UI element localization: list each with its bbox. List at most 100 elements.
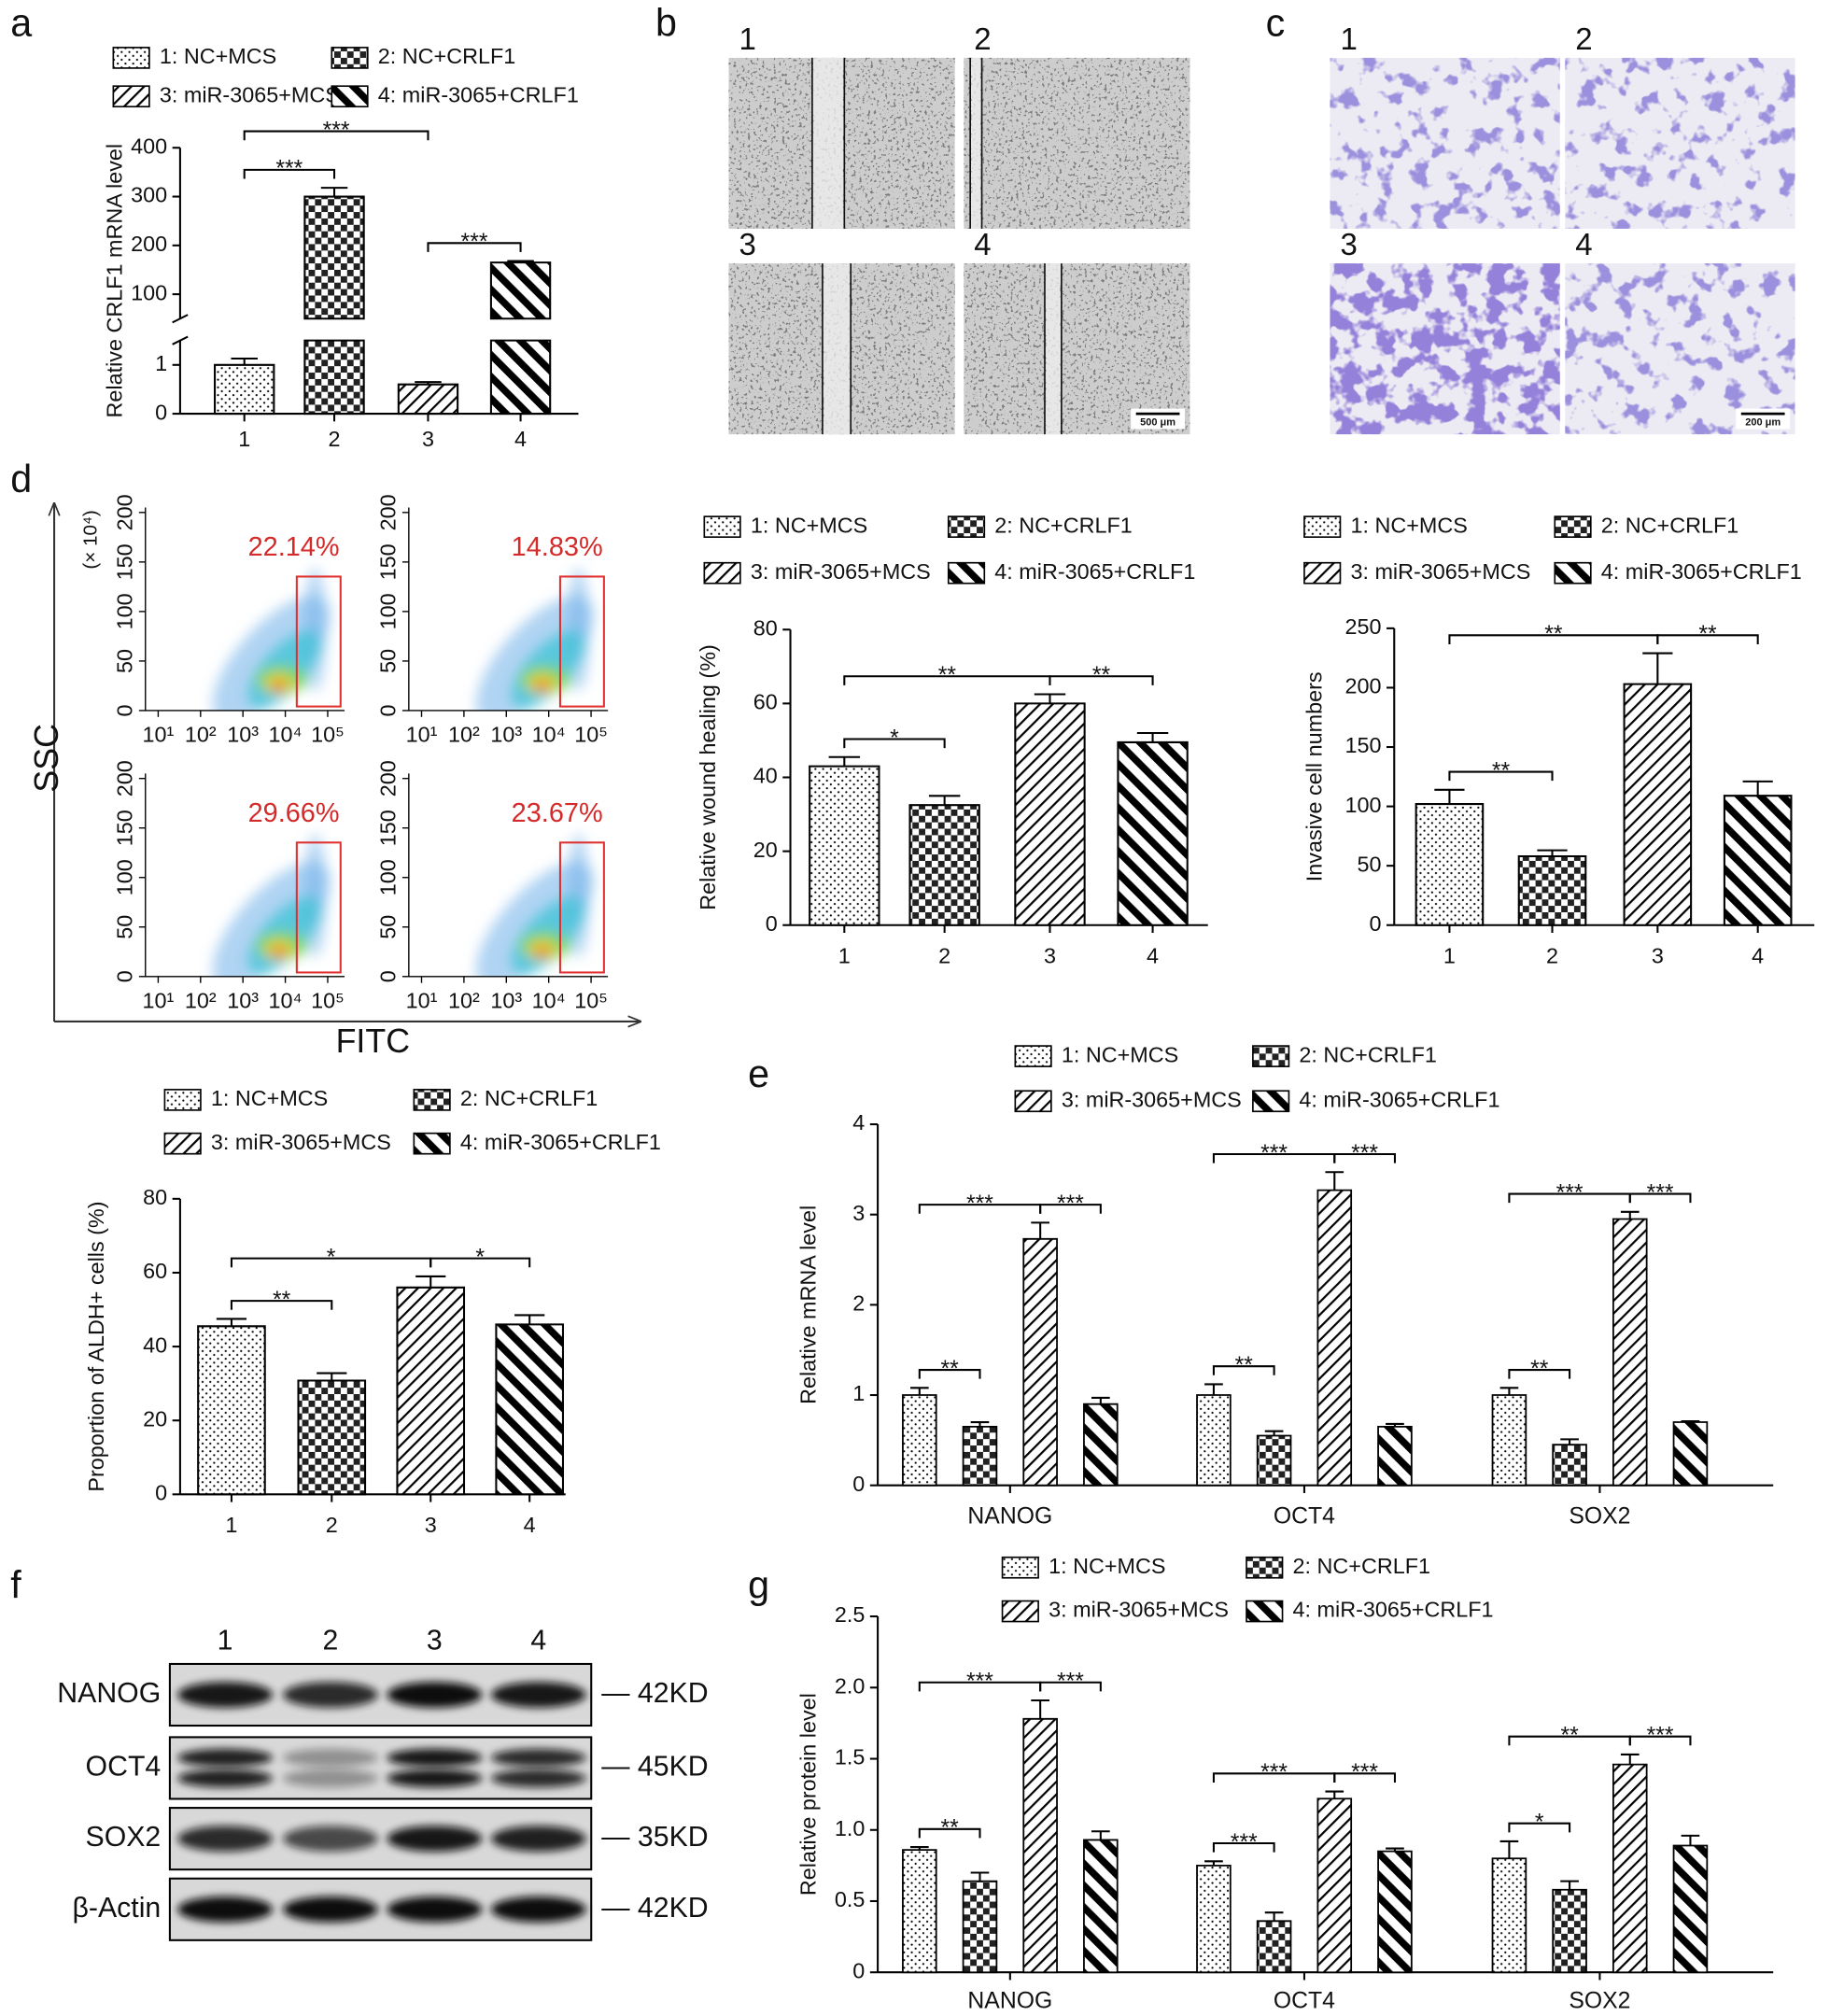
y-tick-label: 400 <box>131 134 167 158</box>
x-tick-label: 10² <box>185 988 217 1012</box>
x-tick-label: 3 <box>1652 943 1664 967</box>
y-tick-label: 0 <box>155 1481 167 1505</box>
legend-label: 3: miR-3065+MCS <box>211 1130 391 1154</box>
significance-bracket <box>1212 1772 1336 1783</box>
error-bar <box>1031 1221 1050 1239</box>
x-tick-label: 10² <box>448 988 480 1012</box>
y-axis-label: Proportion of ALDH+ cells (%) <box>84 1202 108 1492</box>
blot-band <box>490 1682 586 1708</box>
error-bar <box>216 1318 247 1327</box>
legend-label: 3: miR-3065+MCS <box>1062 1087 1242 1111</box>
legend-label: 3: miR-3065+MCS <box>1350 559 1530 584</box>
error-bar <box>1434 788 1465 805</box>
blot-band <box>177 1896 273 1923</box>
legend-swatch <box>331 85 369 108</box>
x-tick-label: 10⁵ <box>574 723 608 747</box>
error-bar <box>828 755 861 767</box>
significance-label: *** <box>461 230 488 255</box>
error-bar <box>1264 1911 1284 1922</box>
blot-band <box>490 1748 586 1768</box>
legend-swatch <box>1246 1556 1284 1579</box>
y-tick-label: 3 <box>852 1201 865 1225</box>
bar <box>1022 1237 1058 1487</box>
bar <box>809 765 880 926</box>
significance-bracket <box>843 675 1051 685</box>
tile-label: 2 <box>1575 21 1592 56</box>
y-axis-label: Relative mRNA level <box>795 1205 820 1404</box>
error-bar <box>317 1372 347 1381</box>
legend-swatch <box>703 561 741 585</box>
significance-bracket <box>1212 1365 1275 1375</box>
tile-label: 1 <box>1340 21 1357 56</box>
x-tick-label: OCT4 <box>1274 1988 1335 2013</box>
x-tick-label: SOX2 <box>1569 1504 1630 1530</box>
blot-row-label: NANOG <box>57 1678 161 1709</box>
blot-band <box>490 1826 586 1852</box>
legend-label: 2: NC+CRLF1 <box>1299 1042 1436 1066</box>
texture <box>964 263 1190 435</box>
x-tick-label: 2 <box>329 427 341 451</box>
y-tick-label: 200 <box>375 760 400 797</box>
bar <box>1612 1218 1648 1487</box>
y-tick-label: 0 <box>112 970 136 982</box>
legend-swatch <box>413 1089 451 1111</box>
y-tick-label: 100 <box>375 859 400 895</box>
y-tick-label: 50 <box>375 649 400 673</box>
legend-label: 4: miR-3065+CRLF1 <box>994 559 1195 584</box>
error-bar <box>1499 1387 1519 1396</box>
gate <box>558 575 605 708</box>
y-tick-label: 100 <box>112 859 136 895</box>
lane-label: 1 <box>218 1626 233 1657</box>
significance-bracket <box>918 1369 981 1379</box>
y-axis-label: Relative CRLF1 mRNA level <box>102 144 126 418</box>
error-bar <box>970 1420 990 1427</box>
legend-label: 1: NC+MCS <box>1062 1042 1178 1066</box>
legend-label: 4: miR-3065+CRLF1 <box>378 82 579 106</box>
blot-size-label: — 35KD <box>601 1822 708 1853</box>
blot-row-label: β-Actin <box>72 1893 161 1924</box>
scratch-edge <box>822 263 852 435</box>
legend-label: 1: NC+MCS <box>160 44 276 68</box>
x-tick-label: 10³ <box>227 988 259 1012</box>
legend-label: 3: miR-3065+MCS <box>1049 1598 1229 1622</box>
bar <box>1415 803 1485 926</box>
gate <box>558 841 605 974</box>
x-tick-label: 4 <box>514 427 527 451</box>
y-tick-label: 1.0 <box>835 1816 866 1840</box>
y-tick-label: 0 <box>375 704 400 716</box>
significance-label: *** <box>1351 1760 1378 1785</box>
significance-label: ** <box>1530 1357 1549 1382</box>
significance-label: ** <box>1560 1724 1579 1749</box>
x-tick-label: 2 <box>1546 943 1558 967</box>
scatter-cloud <box>193 834 349 1007</box>
significance-bracket <box>243 130 429 141</box>
y-tick-label: 1 <box>852 1381 865 1405</box>
bar <box>902 1394 937 1487</box>
blot-band <box>282 1748 378 1768</box>
bar <box>902 1849 937 1974</box>
legend-label: 4: miR-3065+CRLF1 <box>460 1130 661 1154</box>
error-bar <box>1204 1383 1223 1396</box>
error-bar <box>1499 1840 1519 1859</box>
scratch-clear <box>1046 263 1061 435</box>
significance-bracket <box>1508 1735 1631 1746</box>
legend-swatch <box>1303 561 1342 585</box>
error-bar <box>1091 1396 1110 1404</box>
significance-label: * <box>327 1246 336 1271</box>
bar <box>1256 1434 1292 1487</box>
significance-bracket <box>1508 1369 1571 1379</box>
y-tick-label: 150 <box>375 543 400 580</box>
blot-strip <box>168 1736 593 1800</box>
significance-label: *** <box>1351 1141 1378 1166</box>
cells <box>1330 57 1560 229</box>
blot-row-label: OCT4 <box>86 1751 162 1782</box>
panel-label: b <box>655 1 677 44</box>
y-tick-label: 0 <box>852 1472 865 1496</box>
significance-label: ** <box>1698 622 1717 647</box>
significance-bracket <box>243 168 336 179</box>
error-bar <box>1560 1438 1579 1445</box>
scatter-cloud <box>193 568 349 740</box>
significance-label: *** <box>1260 1760 1288 1785</box>
y-tick-label: 250 <box>1344 614 1381 639</box>
panel-label: g <box>748 1564 769 1607</box>
